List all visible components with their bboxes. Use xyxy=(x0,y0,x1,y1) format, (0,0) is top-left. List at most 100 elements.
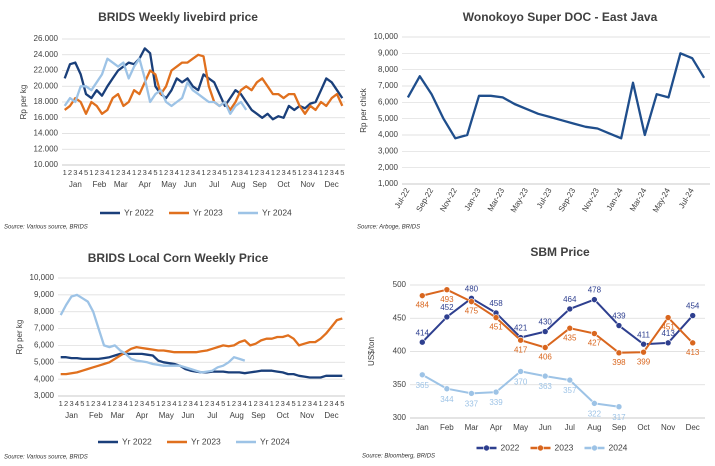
data-label: 427 xyxy=(588,339,602,348)
marker xyxy=(468,298,475,305)
chart-title: BRIDS Weekly livebird price xyxy=(98,10,258,24)
month-label: Oct xyxy=(276,411,289,420)
y-tick-label: 450 xyxy=(393,313,407,322)
week-label: 4 xyxy=(287,168,291,177)
week-label: 1 xyxy=(59,399,63,408)
week-label: 1 xyxy=(156,399,160,408)
week-label: 2 xyxy=(302,399,306,408)
marker xyxy=(418,338,426,346)
week-label: 2 xyxy=(303,168,307,177)
x-tick-label: May xyxy=(513,423,528,432)
legend-label: Yr 2023 xyxy=(191,436,221,446)
week-label: 3 xyxy=(239,168,243,177)
marker xyxy=(541,372,549,380)
y-tick-label: 4,000 xyxy=(34,374,55,383)
week-label: 2 xyxy=(324,168,328,177)
week-label: 5 xyxy=(84,168,88,177)
week-label: 3 xyxy=(210,399,214,408)
data-label: 478 xyxy=(588,286,602,295)
y-tick-label: 26.000 xyxy=(34,34,59,43)
marker xyxy=(566,376,574,384)
month-label: Jul xyxy=(209,180,219,189)
marker xyxy=(664,314,672,321)
week-label: 1 xyxy=(271,168,275,177)
marker xyxy=(640,340,647,348)
month-label: Sep xyxy=(251,411,266,420)
week-label: 2 xyxy=(162,399,166,408)
week-label: 3 xyxy=(260,168,264,177)
month-label: May xyxy=(159,411,174,420)
marker xyxy=(591,330,598,337)
week-label: 3 xyxy=(143,168,147,177)
week-label: 1 xyxy=(270,399,274,408)
x-tick-label: May-23 xyxy=(509,186,530,214)
x-tick-label: Oct xyxy=(637,423,650,432)
chart-panel: BRIDS Weekly livebird price 10.000 12.000 1… xyxy=(4,10,345,231)
week-label: 2 xyxy=(207,168,211,177)
x-tick-label: Aug xyxy=(587,423,601,432)
week-label: 5 xyxy=(223,168,227,177)
week-label: 3 xyxy=(97,399,101,408)
week-label: 4 xyxy=(127,168,131,177)
marker xyxy=(566,305,574,313)
legend-marker xyxy=(591,444,598,452)
y-tick-label: 9,000 xyxy=(378,48,399,57)
x-tick-label: Sep-23 xyxy=(557,186,578,213)
y-tick-label: 5,000 xyxy=(34,357,55,366)
y-tick-label: 6,000 xyxy=(34,341,55,350)
week-label: 2 xyxy=(64,399,68,408)
week-label: 2 xyxy=(232,399,236,408)
week-label: 5 xyxy=(221,399,225,408)
week-label: 4 xyxy=(217,168,221,177)
data-label: 399 xyxy=(637,357,651,366)
week-label: 1 xyxy=(89,168,93,177)
week-label: 5 xyxy=(291,399,295,408)
week-label: 3 xyxy=(282,168,286,177)
y-axis-label: Rp per kg xyxy=(15,320,24,355)
y-tick-label: 400 xyxy=(393,347,407,356)
chart-panel: BRIDS Local Corn Weekly Price 3,000 4,000 5… xyxy=(4,251,345,461)
chart-panel: Wonokoyo Super DOC - East Java 1,000 2,000… xyxy=(357,10,710,231)
chart-title: Wonokoyo Super DOC - East Java xyxy=(463,10,658,24)
week-label: 2 xyxy=(137,168,141,177)
marker xyxy=(640,348,647,356)
y-axis-label: Rp per kg xyxy=(19,85,28,120)
week-label: 3 xyxy=(237,399,241,408)
x-tick-label: Nov-22 xyxy=(438,186,459,213)
series-line xyxy=(63,57,248,115)
week-label: 3 xyxy=(330,168,334,177)
data-label: 480 xyxy=(465,284,479,293)
month-label: Mar xyxy=(114,180,128,189)
week-label: 3 xyxy=(140,399,144,408)
legend-label: 2024 xyxy=(609,442,628,452)
x-tick-label: Jul-24 xyxy=(677,186,696,210)
y-tick-label: 7,000 xyxy=(378,81,399,90)
legend-label: Yr 2024 xyxy=(262,207,292,217)
marker xyxy=(541,328,549,335)
week-label: 3 xyxy=(281,399,285,408)
month-label: Aug xyxy=(231,180,245,189)
week-label: 2 xyxy=(183,399,187,408)
x-tick-label: Jun xyxy=(539,423,552,432)
y-tick-label: 8,000 xyxy=(378,65,399,74)
week-label: 4 xyxy=(196,168,200,177)
y-tick-label: 300 xyxy=(393,413,407,422)
data-label: 317 xyxy=(612,413,626,422)
legend-label: Yr 2023 xyxy=(193,207,223,217)
y-tick-label: 6,000 xyxy=(378,97,399,106)
y-tick-label: 8,000 xyxy=(34,307,55,316)
month-label: Jun xyxy=(182,411,195,420)
week-label: 1 xyxy=(228,168,232,177)
data-label: 370 xyxy=(514,378,528,387)
week-label: 2 xyxy=(324,399,328,408)
y-tick-label: 10,000 xyxy=(30,273,55,282)
data-label: 430 xyxy=(539,318,553,327)
marker xyxy=(443,313,451,321)
data-label: 475 xyxy=(465,307,479,316)
y-tick-label: 3,000 xyxy=(378,146,399,155)
week-label: 1 xyxy=(248,399,252,408)
data-label: 322 xyxy=(588,409,602,418)
y-axis-label: US$/ton xyxy=(367,337,376,366)
series-line xyxy=(406,52,706,140)
